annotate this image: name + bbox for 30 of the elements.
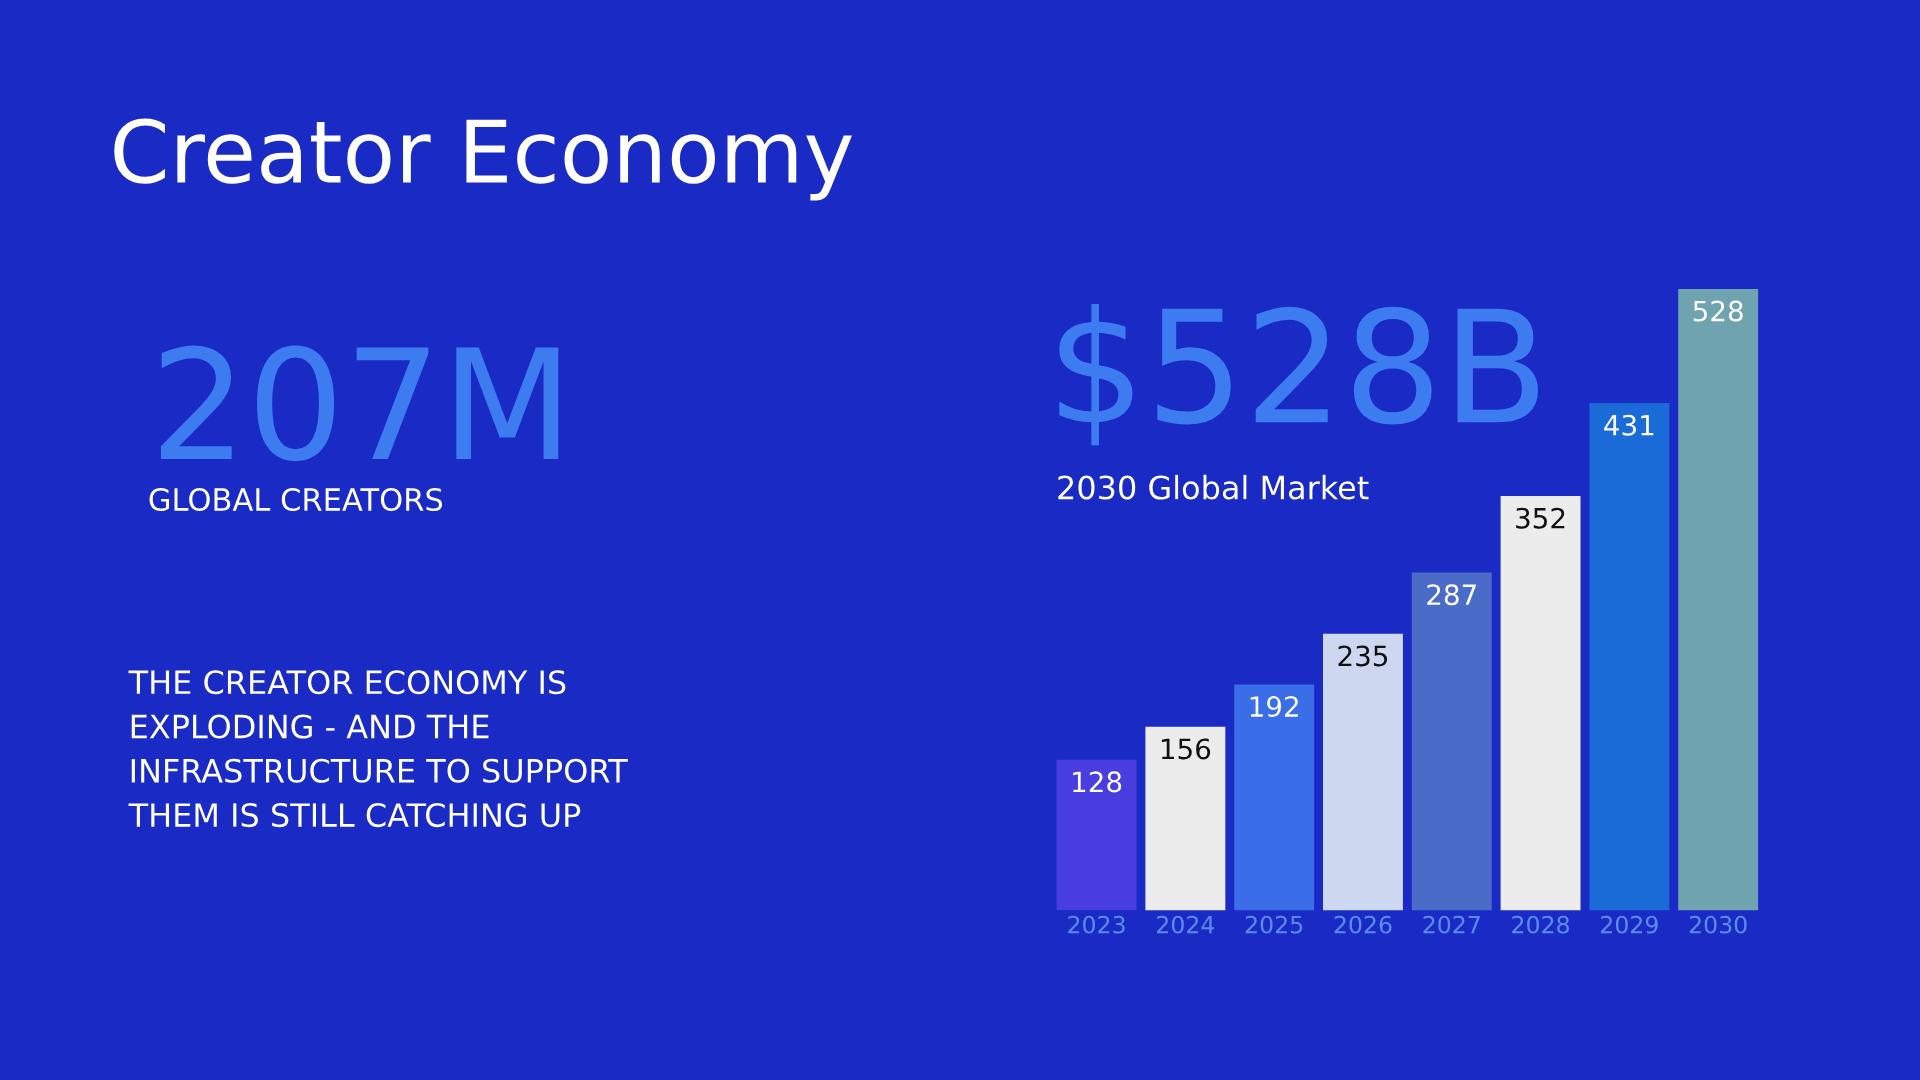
- data-label: 192: [1250, 696, 1298, 718]
- data-label: 156: [1161, 738, 1211, 760]
- data-label: 287: [1427, 584, 1476, 606]
- annotation: $528B: [1059, 304, 1538, 446]
- text: THE CREATOR ECONOMY IS EXPLODING - AND THE INFRASTRUCTURE TO SUPPORT THEM IS STILL CATCHING UP: [128, 670, 628, 828]
- x-tick-label: 2026: [1334, 915, 1392, 934]
- x-tick-label: 2025: [1245, 915, 1303, 934]
- bar: [1056, 759, 1137, 911]
- bar: [1234, 684, 1315, 911]
- bar: [1678, 288, 1759, 911]
- bar: [1411, 572, 1492, 911]
- x-tick-label: 2023: [1068, 915, 1125, 934]
- bar: [1500, 496, 1581, 911]
- annotation: 2030 Global Market: [1058, 474, 1369, 500]
- data-label: 128: [1073, 771, 1122, 793]
- x-tick-label: 2029: [1601, 915, 1658, 934]
- data-label: 528: [1693, 300, 1743, 322]
- data-label: 235: [1338, 645, 1388, 667]
- bar: [1323, 633, 1403, 911]
- data-label: 431: [1604, 414, 1654, 436]
- x-tick-label: 2028: [1512, 915, 1569, 934]
- x-tick-label: 2030: [1689, 915, 1747, 934]
- x-tick-label: 2027: [1423, 915, 1480, 934]
- data-label: 352: [1516, 507, 1565, 529]
- text: 207M: [160, 345, 559, 462]
- text: GLOBAL CREATORS: [149, 487, 443, 512]
- bar: [1589, 403, 1670, 911]
- chart-title: Creator Economy: [114, 118, 852, 201]
- bar: [1145, 726, 1226, 911]
- x-tick-label: 2024: [1157, 915, 1215, 934]
